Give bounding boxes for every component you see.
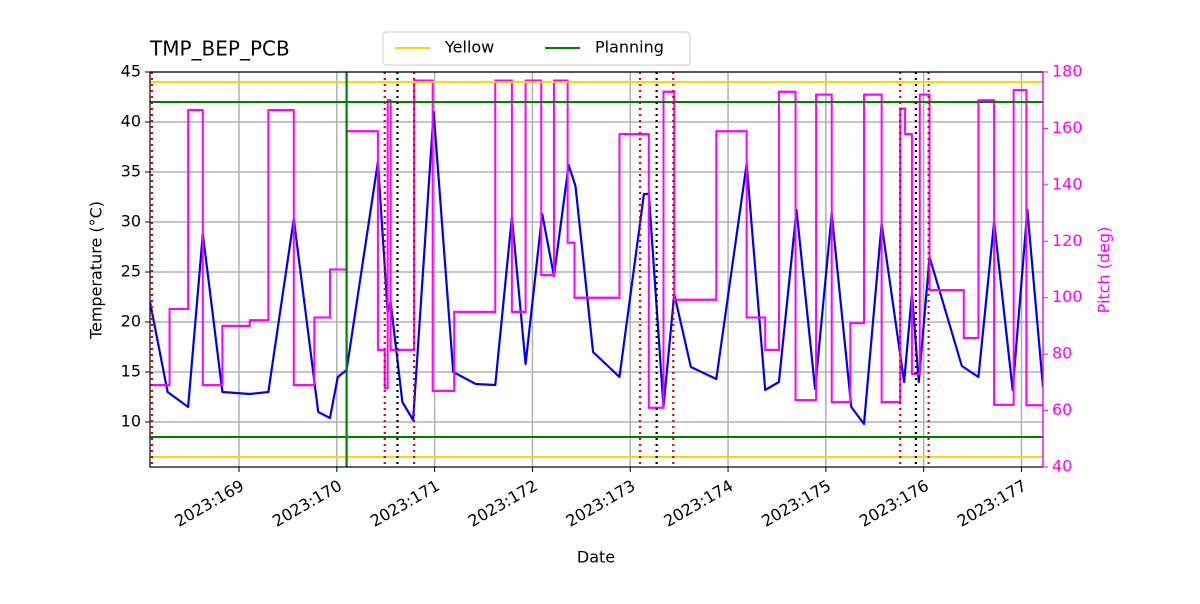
plot-area bbox=[150, 72, 1043, 467]
y2-tick-label: 40 bbox=[1052, 457, 1072, 476]
y2-tick-label: 80 bbox=[1052, 344, 1072, 363]
legend-label: Planning bbox=[595, 38, 664, 57]
y-axis-label: Temperature (°C) bbox=[87, 201, 106, 340]
y-tick-label: 40 bbox=[121, 112, 141, 131]
y2-tick-label: 100 bbox=[1052, 287, 1083, 306]
y-tick-label: 15 bbox=[121, 362, 141, 381]
legend: Yellow Planning bbox=[382, 31, 691, 66]
y-tick-label: 30 bbox=[121, 212, 141, 231]
legend-label: Yellow bbox=[444, 38, 494, 57]
y-tick-label: 25 bbox=[121, 262, 141, 281]
y2-tick-label: 120 bbox=[1052, 231, 1083, 250]
y2-axis-label: Pitch (deg) bbox=[1095, 227, 1114, 314]
chart-title: TMP_BEP_PCB bbox=[149, 37, 290, 61]
y-tick-label: 10 bbox=[121, 412, 141, 431]
legend-box bbox=[382, 31, 691, 66]
y2-tick-label: 160 bbox=[1052, 118, 1083, 137]
x-axis-label: Date bbox=[577, 548, 615, 567]
y-tick-label: 20 bbox=[121, 312, 141, 331]
y2-tick-label: 180 bbox=[1052, 62, 1083, 81]
y2-tick-label: 140 bbox=[1052, 174, 1083, 193]
y-tick-label: 45 bbox=[121, 62, 141, 81]
y-tick-label: 35 bbox=[121, 162, 141, 181]
y2-tick-label: 60 bbox=[1052, 400, 1072, 419]
temperature-line bbox=[150, 110, 1043, 426]
